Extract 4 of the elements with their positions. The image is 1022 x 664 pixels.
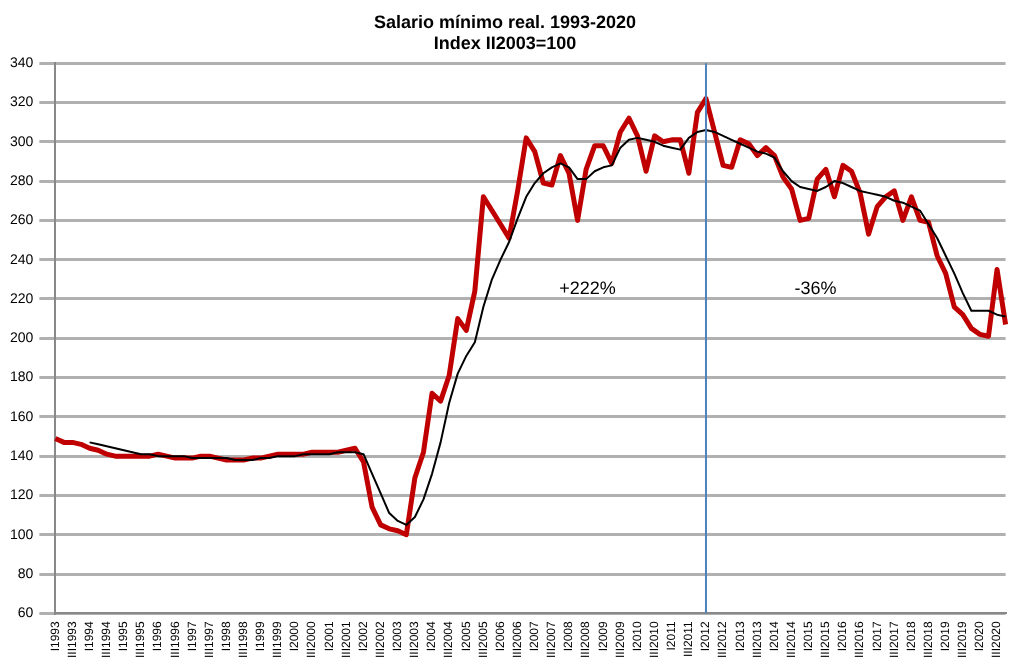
chart-subtitle: Index II2003=100 <box>433 33 577 54</box>
annotation: -36% <box>794 277 837 298</box>
chart-title: Salario mínimo real. 1993-2020 <box>373 11 637 32</box>
annotation: +222% <box>559 277 616 298</box>
